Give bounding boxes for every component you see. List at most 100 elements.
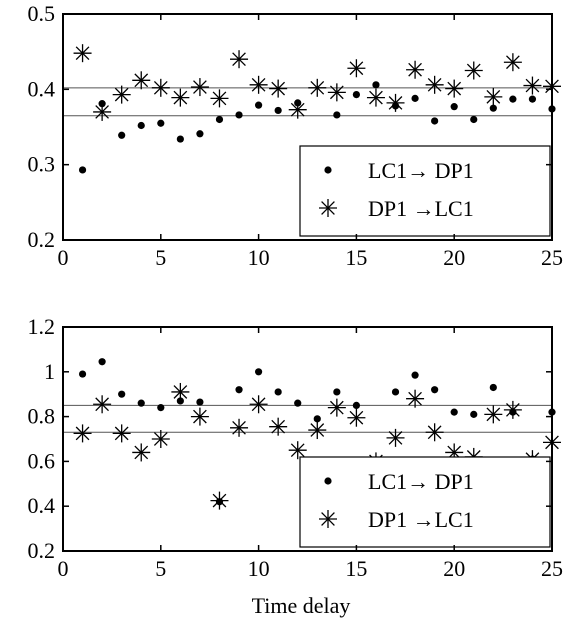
data-point-dot bbox=[509, 95, 517, 103]
data-point-dot bbox=[333, 388, 341, 396]
star-marker-stroke bbox=[153, 80, 168, 95]
lower-plot-panel: LC1→ DP1 DP1 →LC1 0 5 10 15 20 25 0.2 0.4 0.6 0.8 1 1… bbox=[28, 314, 564, 581]
legend-label: DP1 →LC1 bbox=[368, 507, 474, 532]
legend-dot-marker bbox=[324, 477, 332, 485]
star-marker-stroke bbox=[212, 493, 227, 508]
data-point-dot bbox=[294, 399, 302, 407]
x-tick-label: 15 bbox=[345, 245, 367, 270]
data-point-star bbox=[484, 405, 503, 424]
upper-plot-panel: LC1→ DP1 DP1 →LC1 0 5 10 15 20 25 0.2 0.3 0.4 0.5 bbox=[28, 1, 564, 270]
legend-label: LC1→ DP1 bbox=[368, 158, 474, 183]
data-point-star bbox=[190, 407, 209, 426]
data-point-star bbox=[151, 430, 170, 448]
data-point-star bbox=[406, 389, 425, 408]
star-marker-stroke bbox=[321, 201, 335, 215]
x-tick-label: 5 bbox=[155, 245, 166, 270]
data-point-dot bbox=[333, 111, 341, 119]
data-point-dot bbox=[235, 111, 243, 119]
star-marker-stroke bbox=[95, 105, 109, 119]
data-point-dot bbox=[411, 371, 419, 379]
star-marker-stroke bbox=[525, 78, 540, 93]
data-point-star bbox=[347, 59, 366, 78]
star-marker-stroke bbox=[506, 55, 520, 70]
data-point-dot bbox=[274, 388, 282, 396]
star-marker-stroke bbox=[114, 87, 129, 102]
data-point-dot bbox=[215, 115, 224, 124]
star-marker-stroke bbox=[251, 77, 266, 92]
legend-star-marker bbox=[319, 510, 337, 528]
star-marker-stroke bbox=[388, 96, 403, 110]
star-marker-stroke bbox=[486, 407, 501, 422]
star-marker-stroke bbox=[251, 397, 266, 412]
data-point-dot bbox=[528, 95, 537, 103]
data-point-dot bbox=[196, 398, 204, 406]
star-marker-stroke bbox=[447, 81, 462, 96]
data-point-dot bbox=[118, 390, 126, 398]
data-point-star bbox=[151, 78, 170, 97]
data-point-star bbox=[132, 443, 151, 462]
data-point-dot bbox=[98, 358, 106, 366]
star-marker-stroke bbox=[114, 426, 129, 441]
data-point-dot bbox=[489, 383, 497, 392]
x-tick-label: 25 bbox=[541, 556, 563, 581]
data-point-dot bbox=[391, 388, 400, 396]
data-point-star bbox=[230, 418, 249, 437]
data-point-star bbox=[288, 441, 307, 460]
data-point-star bbox=[269, 417, 288, 436]
y-tick-label: 0.4 bbox=[28, 493, 56, 518]
data-point-dot bbox=[157, 404, 165, 412]
star-marker-stroke bbox=[349, 410, 364, 425]
star-marker-stroke bbox=[134, 445, 149, 460]
star-marker-stroke bbox=[388, 431, 403, 445]
star-marker-stroke bbox=[506, 403, 520, 417]
data-point-star bbox=[112, 424, 131, 443]
data-point-dot bbox=[255, 368, 263, 376]
data-point-star bbox=[386, 93, 405, 112]
data-point-star bbox=[73, 424, 92, 443]
data-point-star bbox=[425, 75, 444, 94]
data-point-dot bbox=[313, 415, 321, 423]
legend-star-marker bbox=[319, 199, 337, 217]
x-tick-label: 5 bbox=[155, 556, 166, 581]
star-marker-stroke bbox=[75, 46, 90, 61]
data-point-dot bbox=[489, 104, 497, 112]
data-point-star bbox=[93, 395, 112, 414]
data-point-star bbox=[308, 421, 327, 440]
data-point-dot bbox=[372, 81, 380, 89]
data-point-star bbox=[386, 428, 405, 447]
x-tick-label: 20 bbox=[443, 556, 465, 581]
y-tick-label: 1.2 bbox=[28, 314, 56, 339]
star-marker-stroke bbox=[290, 443, 305, 458]
data-point-star bbox=[464, 61, 483, 80]
data-point-dot bbox=[352, 91, 360, 99]
data-point-star bbox=[445, 79, 464, 98]
data-point-star bbox=[503, 400, 522, 419]
data-point-dot bbox=[78, 370, 87, 378]
y-tick-label: 0.2 bbox=[28, 538, 56, 563]
data-point-dot bbox=[450, 103, 458, 111]
star-marker-stroke bbox=[271, 419, 286, 434]
star-marker-stroke bbox=[290, 102, 305, 117]
data-point-star bbox=[171, 88, 190, 107]
data-point-star bbox=[327, 83, 346, 102]
star-marker-stroke bbox=[310, 80, 325, 95]
star-marker-stroke bbox=[232, 52, 246, 67]
star-marker-stroke bbox=[329, 400, 344, 415]
legend-box bbox=[299, 456, 551, 548]
star-marker-stroke bbox=[134, 73, 149, 88]
legend-box bbox=[299, 145, 551, 237]
star-marker-stroke bbox=[427, 425, 442, 440]
x-axis-label: Time delay bbox=[252, 593, 351, 618]
star-marker-stroke bbox=[173, 90, 188, 105]
data-point-star bbox=[112, 85, 131, 104]
star-marker-stroke bbox=[212, 91, 227, 106]
x-tick-label: 0 bbox=[58, 245, 69, 270]
data-point-dot bbox=[137, 399, 145, 407]
data-point-dot bbox=[78, 166, 87, 174]
x-tick-label: 10 bbox=[248, 556, 270, 581]
star-marker-stroke bbox=[427, 77, 442, 92]
data-point-star bbox=[425, 423, 444, 442]
data-point-dot bbox=[137, 121, 145, 130]
x-tick-label: 25 bbox=[541, 245, 563, 270]
